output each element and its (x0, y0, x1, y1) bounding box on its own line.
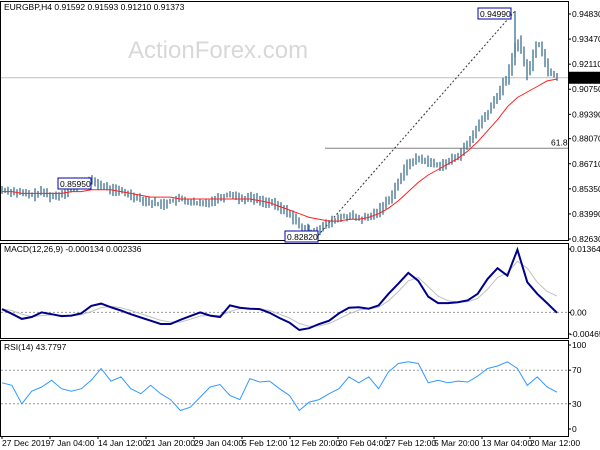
price-tick-label: 0.83990 (572, 209, 600, 219)
price-tick-label: 0.88070 (572, 134, 600, 144)
price-tick-label: 0.94830 (572, 9, 600, 19)
time-tick-label: 29 Jan 04:00 (194, 438, 243, 448)
panel-frame-1 (0, 243, 569, 339)
price-label-box (284, 230, 319, 243)
price-label-box (57, 177, 92, 190)
time-tick-label: 7 Jan 04:00 (50, 438, 95, 448)
rsi-tick-label: 30 (572, 399, 582, 409)
rsi-tick-label: 0 (572, 424, 577, 434)
time-tick-label: 14 Jan 12:00 (98, 438, 147, 448)
price-label: 0.82820 (287, 232, 318, 242)
fibonacci-trend-line (317, 10, 516, 236)
price-tick-label: 0.93470 (572, 34, 600, 44)
price-tick-label: 0.89390 (572, 109, 600, 119)
time-tick-label: 20 Feb 04:00 (338, 438, 388, 448)
time-tick-label: 21 Jan 20:00 (146, 438, 195, 448)
fibonacci-label: 61.8 (551, 137, 568, 147)
time-tick-label: 27 Dec 2019 (2, 438, 50, 448)
current-price-badge (568, 71, 600, 84)
price-tick-label: 0.86710 (572, 159, 600, 169)
current-price-label: 0.91373 (571, 73, 600, 83)
rsi-title: RSI(14) 43.7797 (4, 342, 67, 352)
price-label: 0.85950 (60, 179, 91, 189)
price-label: 0.94990 (480, 9, 511, 19)
time-tick-label: 20 Mar 12:00 (530, 438, 580, 448)
macd-tick-label: -0.004654 (570, 329, 600, 339)
price-tick-label: 0.82630 (572, 234, 600, 244)
macd-tick-label: 0.00 (570, 307, 587, 317)
price-label-box (477, 7, 512, 20)
symbol-info: EURGBP,H4 0.91592 0.91593 0.91210 0.9137… (4, 2, 185, 12)
macd-tick-label: 0.013643 (570, 244, 600, 254)
macd-line (1, 246, 558, 332)
moving-average-line (2, 78, 558, 222)
macd-title: MACD(12,26,9) -0.000134 0.002336 (4, 244, 142, 254)
price-tick-label: 0.90750 (572, 84, 600, 94)
panel-frame-2 (0, 340, 569, 437)
time-tick-label: 5 Feb 12:00 (242, 438, 288, 448)
price-tick-label: 0.92110 (572, 59, 600, 69)
rsi-tick-label: 70 (572, 365, 582, 375)
time-tick-label: 5 Mar 20:00 (434, 438, 480, 448)
time-tick-label: 27 Feb 12:00 (386, 438, 436, 448)
time-tick-label: 13 Mar 04:00 (482, 438, 532, 448)
panel-frame-0 (0, 1, 569, 241)
time-tick-label: 12 Feb 20:00 (290, 438, 340, 448)
rsi-line (1, 361, 558, 412)
price-tick-label: 0.85350 (572, 184, 600, 194)
watermark: ActionForex.com (128, 37, 308, 64)
rsi-tick-label: 100 (572, 340, 586, 350)
